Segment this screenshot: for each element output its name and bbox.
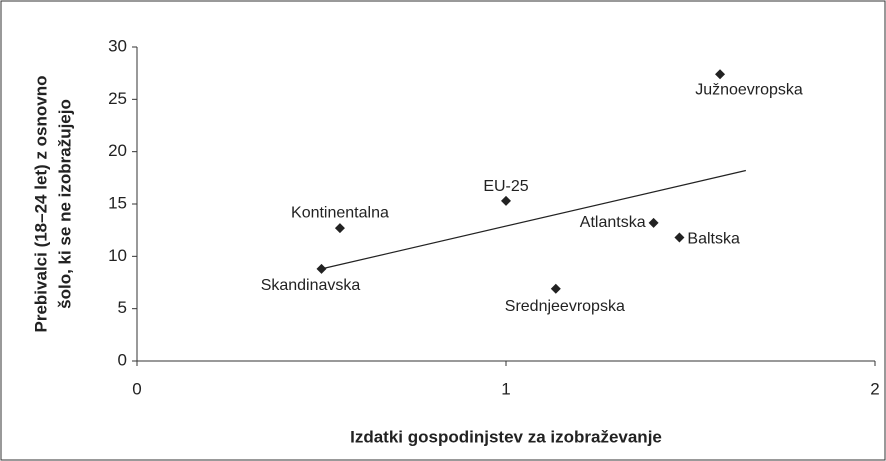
point <box>715 69 726 80</box>
trend-line <box>321 169 746 270</box>
y-tick-label: 25 <box>108 89 127 108</box>
point <box>648 217 659 228</box>
point <box>674 232 685 243</box>
point-label: EU-25 <box>483 178 528 195</box>
x-tick-label: 1 <box>501 379 510 398</box>
y-tick-label: 5 <box>118 298 127 317</box>
point <box>334 223 345 234</box>
x-tick-label: 0 <box>132 379 141 398</box>
point-label: Južnoevropska <box>695 81 803 98</box>
y-tick-label: 15 <box>108 193 127 212</box>
x-tick-label: 2 <box>870 379 879 398</box>
point <box>550 283 561 294</box>
y-tick-label: 20 <box>108 141 127 160</box>
y-axis-title-line: šolo, ki se ne izobražujejo <box>55 99 74 309</box>
point-label: Baltska <box>687 231 740 248</box>
y-tick-label: 10 <box>108 246 127 265</box>
y-axis-title: Prebivalci (18–24 let) z osnovno šolo, k… <box>31 76 74 333</box>
point <box>316 263 327 274</box>
y-tick-label: 0 <box>118 350 127 369</box>
point-label: Kontinentalna <box>291 204 389 221</box>
y-axis-title-line: Prebivalci (18–24 let) z osnovno <box>31 76 50 333</box>
point-label: Skandinavska <box>261 277 361 294</box>
x-axis-title: Izdatki gospodinjstev za izobraževanje <box>350 427 662 446</box>
point <box>501 195 511 206</box>
point-label: Atlantska <box>580 214 646 231</box>
point-label: Srednjeevropska <box>505 298 625 315</box>
y-tick-label: 30 <box>108 36 127 55</box>
